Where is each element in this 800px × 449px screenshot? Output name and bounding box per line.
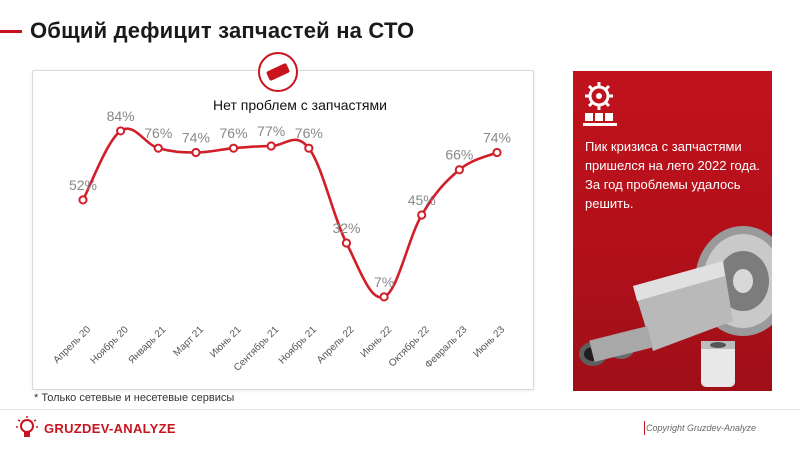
x-tick-label: Ноябрь 20 <box>88 323 131 366</box>
brand-badge-icon <box>258 52 298 92</box>
x-tick-label: Июнь 21 <box>208 324 244 360</box>
value-labels-group: 52% 84% 76% 74% 76% 77% 76% 32% 7% 45% 66% 74% <box>69 108 511 290</box>
data-point <box>78 195 88 205</box>
copyright-text: Copyright Gruzdev-Analyze <box>646 423 757 433</box>
page-title: Общий дефицит запчастей на СТО <box>30 18 415 43</box>
data-label: 52% <box>69 177 97 193</box>
points-group <box>78 126 502 302</box>
x-tick-label: Март 21 <box>172 324 207 359</box>
chart-title: Нет проблем с запчастями <box>213 97 387 113</box>
promo-text: Пик кризиса с запчастями пришелся на лет… <box>585 139 760 211</box>
series-line <box>81 127 499 299</box>
data-label: 76% <box>144 125 172 141</box>
data-label: 74% <box>483 129 511 145</box>
data-point <box>454 165 464 175</box>
data-point <box>153 143 163 153</box>
auto-parts-illustration <box>579 226 772 387</box>
x-tick-label: Ноябрь 21 <box>276 323 319 366</box>
data-label: 76% <box>220 125 248 141</box>
data-point <box>304 143 314 153</box>
data-label: 66% <box>445 147 473 163</box>
footer-brand: GRUZDEV-ANALYZE <box>44 421 176 436</box>
gear-conveyor-icon <box>583 82 617 126</box>
data-label: 32% <box>332 220 360 236</box>
data-label: 45% <box>408 192 436 208</box>
promo-art <box>579 82 772 387</box>
data-point <box>228 143 239 153</box>
data-label: 76% <box>295 125 323 141</box>
copyright-divider <box>644 421 645 435</box>
data-point <box>417 210 427 220</box>
footer-divider <box>0 409 800 410</box>
footnote: * Только сетевые и несетевые сервисы <box>34 392 235 404</box>
data-point <box>266 141 276 151</box>
chart-card <box>32 70 534 390</box>
x-tick-label: Январь 21 <box>127 324 169 366</box>
spark-plug-icon <box>265 62 291 82</box>
data-label: 74% <box>182 129 210 145</box>
promo-panel: Пик кризиса с запчастями пришелся на лет… <box>573 71 772 391</box>
x-tick-label: Июнь 23 <box>472 324 508 360</box>
data-point <box>116 126 126 136</box>
data-point <box>379 292 389 302</box>
lightbulb-icon <box>16 416 38 437</box>
x-tick-label: Июнь 22 <box>359 324 395 360</box>
data-point <box>191 147 201 158</box>
data-label: 7% <box>374 274 394 290</box>
title-accent-bar <box>0 30 22 33</box>
x-tick-label: Апрель 22 <box>315 324 357 366</box>
data-point <box>341 238 352 248</box>
data-label: 84% <box>107 108 135 124</box>
x-tick-label: Апрель 20 <box>52 324 94 366</box>
data-point <box>492 147 502 158</box>
data-label: 77% <box>257 123 285 139</box>
